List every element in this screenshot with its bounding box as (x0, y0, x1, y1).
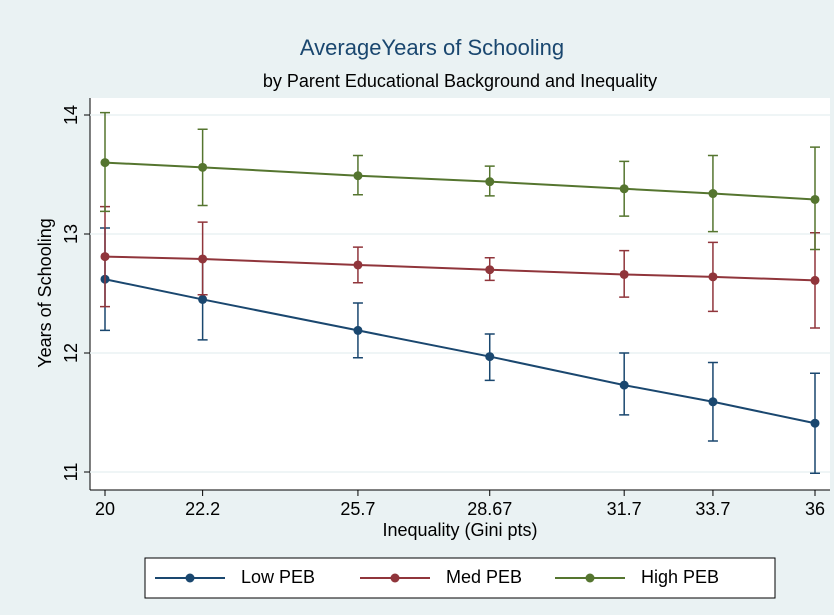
data-point (198, 254, 208, 264)
legend-label: Low PEB (241, 567, 315, 587)
data-point (810, 194, 820, 204)
plot-area (90, 98, 830, 490)
data-point (485, 177, 495, 187)
x-tick-label: 20 (95, 499, 115, 519)
y-axis-label: Years of Schooling (35, 218, 55, 367)
data-point (810, 275, 820, 285)
x-tick-label: 36 (805, 499, 825, 519)
data-point (353, 260, 363, 270)
x-tick-label: 22.2 (185, 499, 220, 519)
data-point (708, 272, 718, 282)
data-point (810, 418, 820, 428)
data-point (485, 265, 495, 275)
x-tick-label: 28.67 (467, 499, 512, 519)
y-tick-label: 12 (61, 343, 81, 363)
x-tick-label: 33.7 (695, 499, 730, 519)
y-tick-label: 11 (61, 463, 81, 482)
data-point (708, 397, 718, 407)
legend-label: Med PEB (446, 567, 522, 587)
chart-title: AverageYears of Schooling (300, 35, 564, 60)
data-point (485, 352, 495, 362)
data-point (100, 158, 110, 168)
data-point (100, 252, 110, 262)
x-axis-label: Inequality (Gini pts) (382, 520, 537, 540)
y-tick-label: 14 (61, 105, 81, 125)
legend-marker (585, 573, 595, 583)
chart-subtitle: by Parent Educational Background and Ine… (263, 71, 657, 91)
x-tick-label: 25.7 (340, 499, 375, 519)
data-point (198, 294, 208, 304)
data-point (353, 171, 363, 181)
y-tick-label: 13 (61, 224, 81, 244)
legend-marker (185, 573, 195, 583)
data-point (708, 189, 718, 199)
x-tick-label: 31.7 (607, 499, 642, 519)
data-point (619, 269, 629, 279)
legend (144, 557, 776, 599)
legend-label: High PEB (641, 567, 719, 587)
data-point (198, 162, 208, 172)
data-point (619, 380, 629, 390)
legend-marker (390, 573, 400, 583)
data-point (619, 184, 629, 194)
data-point (353, 325, 363, 335)
